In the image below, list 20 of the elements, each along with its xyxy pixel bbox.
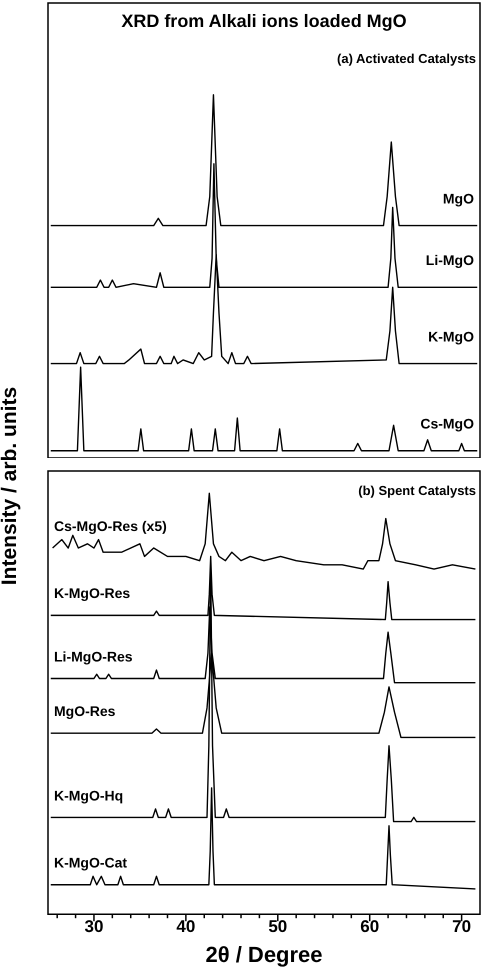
series-label: MgO-Res: [54, 703, 116, 720]
series-label: MgO: [442, 190, 474, 206]
series-label: Cs-MgO-Res (x5): [54, 518, 167, 534]
x-tick-label: 50: [268, 917, 288, 936]
text: (a) Activated Catalysts: [337, 51, 476, 66]
series-label: Cs-MgO: [420, 416, 474, 432]
x-tick-label: 30: [84, 917, 104, 936]
series-label: K-MgO-Hq: [54, 787, 124, 804]
x-tick-label: 60: [360, 917, 380, 936]
x-tick-label: 70: [452, 917, 472, 936]
chart-title: XRD from Alkali ions loaded MgO: [121, 10, 407, 31]
series-label: Li-MgO: [426, 252, 474, 268]
y-axis-title: Intensity / arb. units: [0, 386, 22, 588]
series-label: K-MgO: [428, 328, 474, 344]
annotation: (b) Spent Catalysts: [358, 483, 476, 498]
x-tick-label: 40: [176, 917, 196, 936]
x-axis-title: 2θ / Degree: [205, 942, 323, 967]
series-label: Li-MgO-Res: [54, 648, 133, 664]
series-label: K-MgO-Cat: [54, 854, 128, 871]
series-label: K-MgO-Res: [54, 585, 130, 602]
